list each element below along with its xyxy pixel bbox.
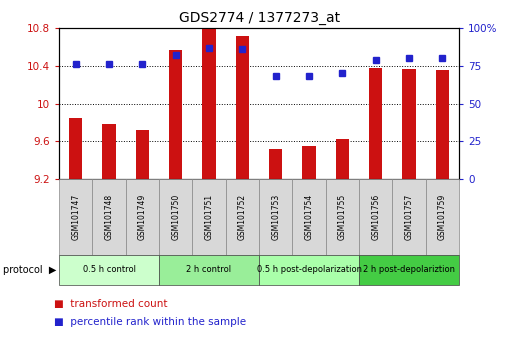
Text: 2 h control: 2 h control <box>187 266 231 274</box>
Text: 0.5 h post-depolarization: 0.5 h post-depolarization <box>256 266 362 274</box>
Text: protocol  ▶: protocol ▶ <box>3 265 56 275</box>
Text: GSM101755: GSM101755 <box>338 194 347 240</box>
Text: GSM101751: GSM101751 <box>205 194 213 240</box>
Text: ■  transformed count: ■ transformed count <box>54 299 167 309</box>
Text: GSM101756: GSM101756 <box>371 194 380 240</box>
Bar <box>235 36 249 179</box>
Text: GSM101754: GSM101754 <box>305 194 313 240</box>
Bar <box>69 118 82 179</box>
Bar <box>369 68 382 179</box>
Text: GSM101750: GSM101750 <box>171 194 180 240</box>
Text: GSM101748: GSM101748 <box>105 194 113 240</box>
Bar <box>135 130 149 179</box>
Text: 2 h post-depolariztion: 2 h post-depolariztion <box>363 266 455 274</box>
Bar <box>402 69 416 179</box>
Text: GSM101752: GSM101752 <box>238 194 247 240</box>
Text: GSM101747: GSM101747 <box>71 194 80 240</box>
Bar <box>269 149 282 179</box>
Text: 0.5 h control: 0.5 h control <box>83 266 135 274</box>
Text: ■  percentile rank within the sample: ■ percentile rank within the sample <box>54 317 246 327</box>
Text: GSM101749: GSM101749 <box>138 194 147 240</box>
Title: GDS2774 / 1377273_at: GDS2774 / 1377273_at <box>179 11 340 24</box>
Bar <box>302 146 315 179</box>
Bar <box>103 124 115 179</box>
Bar <box>336 139 349 179</box>
Bar <box>169 50 182 179</box>
Text: GSM101757: GSM101757 <box>405 194 413 240</box>
Text: GSM101759: GSM101759 <box>438 194 447 240</box>
Text: GSM101753: GSM101753 <box>271 194 280 240</box>
Bar <box>202 28 215 179</box>
Bar <box>436 70 449 179</box>
